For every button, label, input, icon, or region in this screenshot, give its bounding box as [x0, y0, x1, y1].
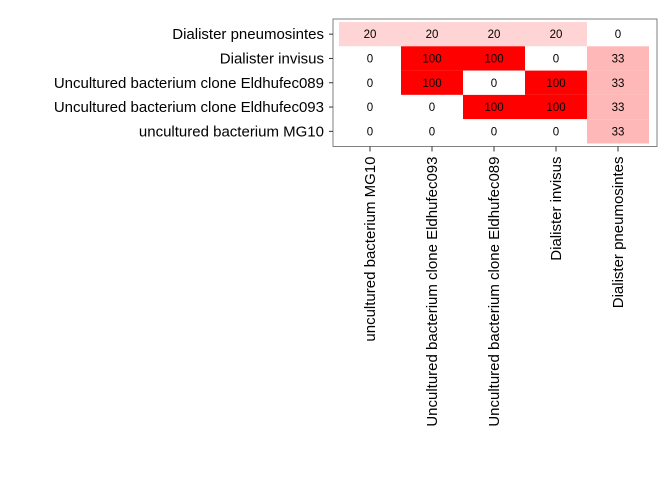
heatmap-cell-r4-c3: [525, 119, 587, 144]
y-tick-label-dialister-pneumosintes: Dialister pneumosintes: [172, 26, 324, 43]
heatmap-cell-r4-c2: [463, 119, 525, 144]
x-tick-label-uncultured-bacterium-clone-eldhufec093: Uncultured bacterium clone Eldhufec093: [424, 157, 441, 427]
heatmap-cell-r0-c1: [401, 22, 463, 47]
heatmap-cell-r0-c3: [525, 22, 587, 47]
cell-value-label: 0: [367, 102, 373, 114]
heatmap-cells: [339, 22, 649, 144]
heatmap-cell-labels: 20 20 20 20 0 0 100 100 0 33 0 100 0 100 33 0 0 100 100 33 0…: [364, 29, 625, 138]
heatmap-cell-r2-c1: [401, 70, 463, 95]
heatmap-cell-r4-c0: [339, 119, 401, 144]
cell-value-label: 100: [422, 53, 441, 65]
heatmap-cell-r3-c2: [463, 94, 525, 120]
cell-value-label: 0: [491, 126, 497, 138]
cell-value-label: 0: [553, 126, 559, 138]
cell-value-label: 100: [422, 78, 441, 90]
heatmap-cell-r3-c0: [339, 94, 401, 120]
heatmap-cell-r2-c4: [587, 70, 649, 95]
cell-value-label: 100: [546, 102, 565, 114]
heatmap-cell-r0-c2: [463, 22, 525, 47]
x-axis: uncultured bacterium MG10 Uncultured bact…: [362, 146, 627, 427]
heatmap-cell-r1-c0: [339, 46, 401, 71]
heatmap-cell-r1-c2: [463, 46, 525, 71]
x-tick-label-uncultured-bacterium-clone-eldhufec089: Uncultured bacterium clone Eldhufec089: [486, 157, 503, 427]
heatmap-cell-r2-c2: [463, 70, 525, 95]
cell-value-label: 0: [367, 78, 373, 90]
cell-value-label: 20: [550, 29, 563, 41]
cell-value-label: 0: [553, 53, 559, 65]
cell-value-label: 20: [426, 29, 439, 41]
cell-value-label: 0: [429, 102, 435, 114]
cell-value-label: 0: [615, 29, 621, 41]
cell-value-label: 33: [612, 78, 625, 90]
y-tick-label-uncultured-bacterium-clone-eldhufec093: Uncultured bacterium clone Eldhufec093: [54, 99, 324, 116]
heatmap-cell-r0-c4: [587, 22, 649, 47]
y-tick-label-uncultured-bacterium-mg10: uncultured bacterium MG10: [139, 123, 324, 140]
x-tick-label-dialister-pneumosintes: Dialister pneumosintes: [610, 157, 627, 309]
heatmap-cell-r2-c0: [339, 70, 401, 95]
cell-value-label: 100: [484, 53, 503, 65]
cell-value-label: 100: [484, 102, 503, 114]
heatmap-cell-r4-c1: [401, 119, 463, 144]
cell-value-label: 33: [612, 102, 625, 114]
cell-value-label: 0: [367, 53, 373, 65]
heatmap-cell-r0-c0: [339, 22, 401, 47]
heatmap-cell-r3-c3: [525, 94, 587, 120]
cell-value-label: 100: [546, 78, 565, 90]
y-tick-label-uncultured-bacterium-clone-eldhufec089: Uncultured bacterium clone Eldhufec089: [54, 75, 324, 92]
heatmap-cell-r3-c1: [401, 94, 463, 120]
x-tick-label-dialister-invisus: Dialister invisus: [548, 157, 565, 261]
heatmap-cell-r4-c4: [587, 119, 649, 144]
y-axis: Dialister pneumosintes Dialister invisus U…: [54, 26, 333, 140]
cell-value-label: 33: [612, 53, 625, 65]
cell-value-label: 0: [491, 78, 497, 90]
heatmap-cell-r1-c1: [401, 46, 463, 71]
x-tick-label-uncultured-bacterium-mg10: uncultured bacterium MG10: [362, 157, 379, 342]
heatmap-cell-r3-c4: [587, 94, 649, 120]
y-tick-label-dialister-invisus: Dialister invisus: [220, 50, 324, 67]
cell-value-label: 33: [612, 126, 625, 138]
cell-value-label: 20: [488, 29, 501, 41]
cell-value-label: 0: [429, 126, 435, 138]
heatmap-cell-r1-c3: [525, 46, 587, 71]
cell-value-label: 0: [367, 126, 373, 138]
cell-value-label: 20: [364, 29, 377, 41]
heatmap-cell-r1-c4: [587, 46, 649, 71]
heatmap-cell-r2-c3: [525, 70, 587, 95]
